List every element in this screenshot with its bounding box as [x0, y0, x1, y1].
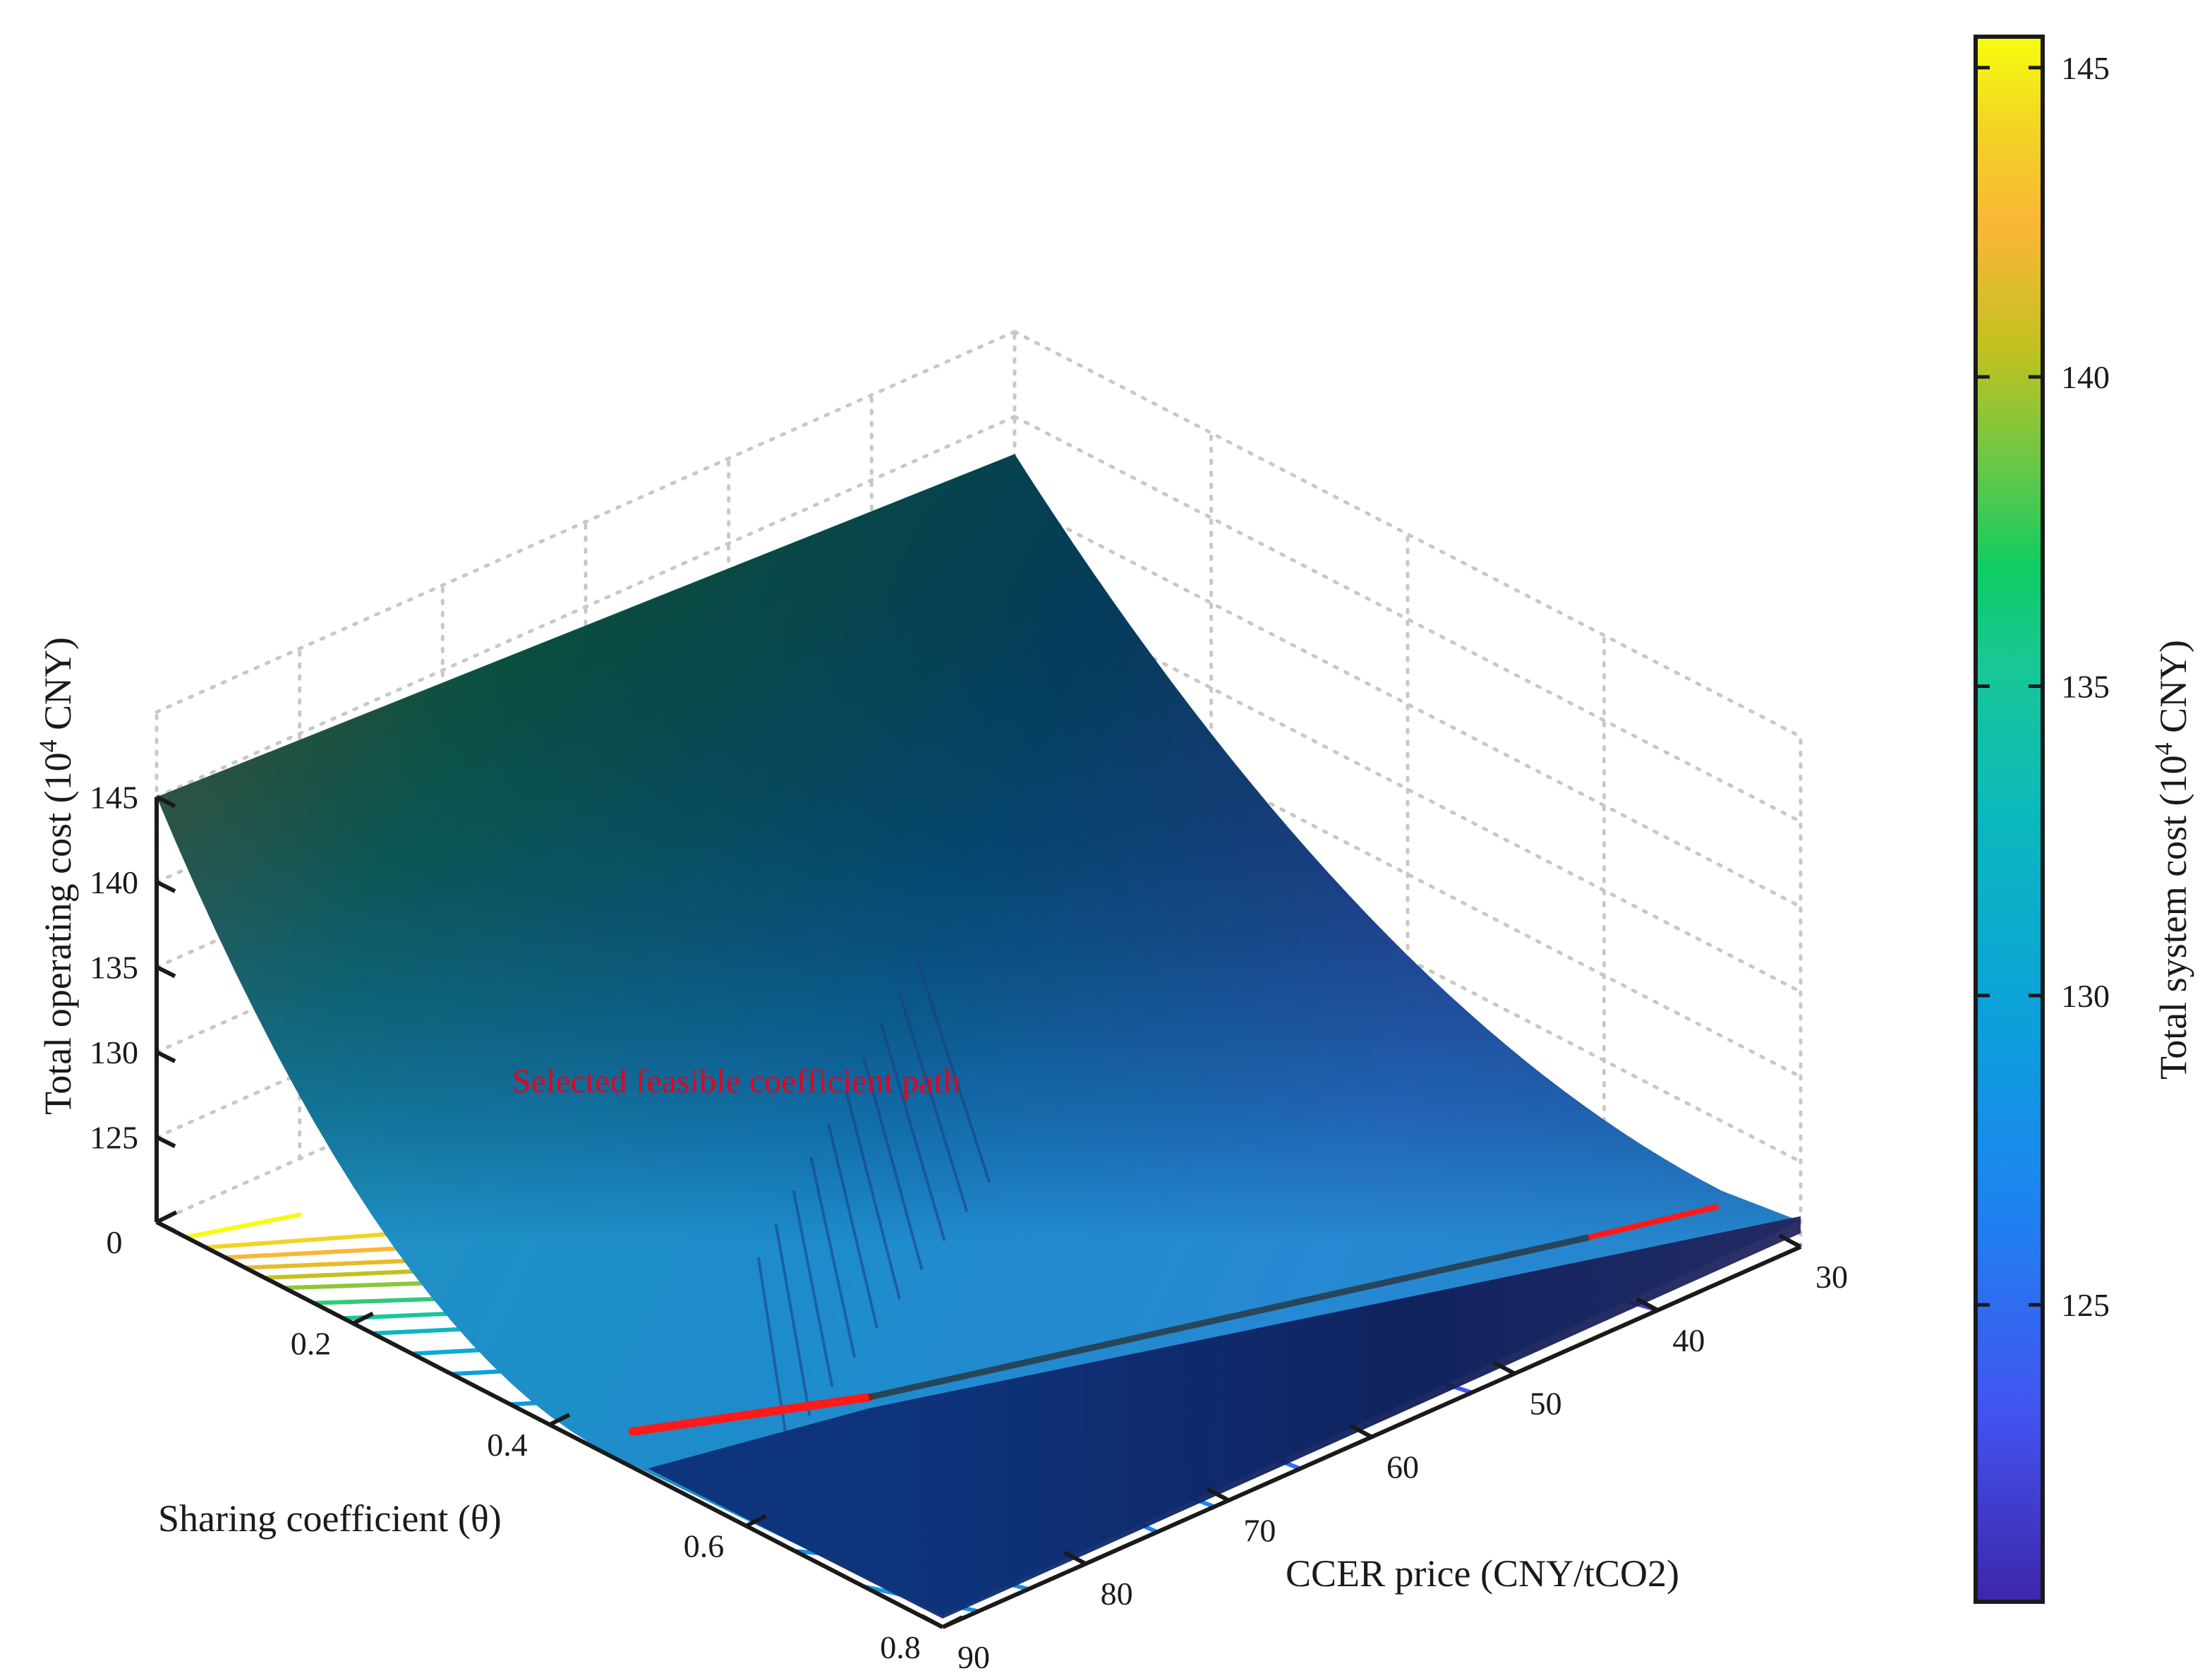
x-tick-label: 0.6: [684, 1528, 725, 1564]
surface-hatch: [879, 1022, 946, 1241]
cost-surface: [157, 454, 1801, 1619]
surface-hatch: [845, 1089, 901, 1300]
surface-hatch: [897, 989, 969, 1212]
z-tick: [155, 1220, 176, 1233]
grid-line: [1013, 415, 1803, 823]
z-tick-label: 125: [90, 1120, 138, 1156]
z-tick: [155, 1135, 176, 1149]
y-tick-label: 90: [957, 1639, 990, 1673]
z-tick-label: 130: [90, 1034, 138, 1070]
y-tick: [1492, 1360, 1516, 1376]
x-axis-title: Sharing coefficient (θ): [158, 1497, 502, 1540]
colorbar-tick-label: 130: [2061, 978, 2110, 1014]
colorbar-title: Total system cost (104 CNY): [2149, 640, 2194, 1080]
colorbar: 125 130 135 140 145 Total system cost (104 C…: [1974, 35, 2194, 1604]
colorbar-tick-label: 125: [2061, 1287, 2110, 1323]
grid-line: [155, 330, 1017, 714]
surface-hatch: [862, 1056, 924, 1271]
x-tick: [941, 1615, 964, 1629]
surface-hatch: [914, 956, 991, 1183]
axes: 125 130 135 140 145 0 0.2 0.4 0.6 0.8 30 40 50 60 70 80…: [90, 780, 1848, 1673]
x-tick: [548, 1413, 571, 1427]
x-tick-label: 0.8: [880, 1629, 921, 1665]
surface-hatch: [792, 1190, 834, 1387]
y-tick-label: 80: [1101, 1576, 1133, 1612]
x-tick: [745, 1514, 767, 1528]
colorbar-tick-label: 140: [2061, 359, 2110, 395]
y-tick-label: 70: [1243, 1512, 1276, 1548]
surface-hatch: [809, 1156, 857, 1358]
colorbar-tick-label: 135: [2061, 669, 2110, 705]
z-tick-label: 140: [90, 864, 138, 900]
x-tick-label: 0.4: [487, 1427, 528, 1463]
grid-line: [155, 415, 1017, 799]
x-tick-label: 0: [107, 1224, 123, 1260]
annotation-label: Selected feasible coefficient path: [512, 1063, 960, 1100]
z-axis-title: Total operating cost (104 CNY): [34, 637, 79, 1115]
x-tick: [155, 1210, 178, 1224]
surface-hatch: [827, 1123, 879, 1329]
contour-line: [186, 1212, 302, 1240]
y-tick-label: 30: [1815, 1259, 1848, 1295]
z-tick-label: 135: [90, 950, 138, 986]
y-tick-label: 40: [1672, 1322, 1705, 1358]
x-tick: [352, 1311, 374, 1326]
y-axis-title: CCER price (CNY/tCO2): [1286, 1552, 1679, 1595]
y-tick: [1349, 1423, 1373, 1439]
y-tick: [1206, 1487, 1230, 1502]
y-tick: [1635, 1297, 1659, 1312]
y-tick: [1778, 1233, 1802, 1249]
feasible-path-hidden: [868, 1234, 1590, 1401]
x-tick-label: 0.2: [291, 1326, 332, 1362]
z-tick: [155, 880, 176, 893]
z-tick-label: 145: [90, 780, 138, 816]
surface-hatch: [774, 1224, 811, 1416]
surface-plateau: [648, 1216, 1801, 1619]
colorbar-tick-label: 145: [2061, 50, 2110, 86]
grid-line: [1013, 330, 1803, 739]
y-tick-label: 60: [1386, 1449, 1419, 1485]
z-tick: [155, 795, 176, 809]
feasible-path-end: [1588, 1203, 1720, 1240]
z-tick: [155, 965, 176, 979]
y-tick: [1063, 1550, 1087, 1566]
y-tick: [920, 1614, 944, 1629]
feasible-path-visible: [628, 1393, 874, 1436]
z-tick: [155, 1050, 176, 1063]
y-tick-label: 50: [1530, 1386, 1562, 1422]
